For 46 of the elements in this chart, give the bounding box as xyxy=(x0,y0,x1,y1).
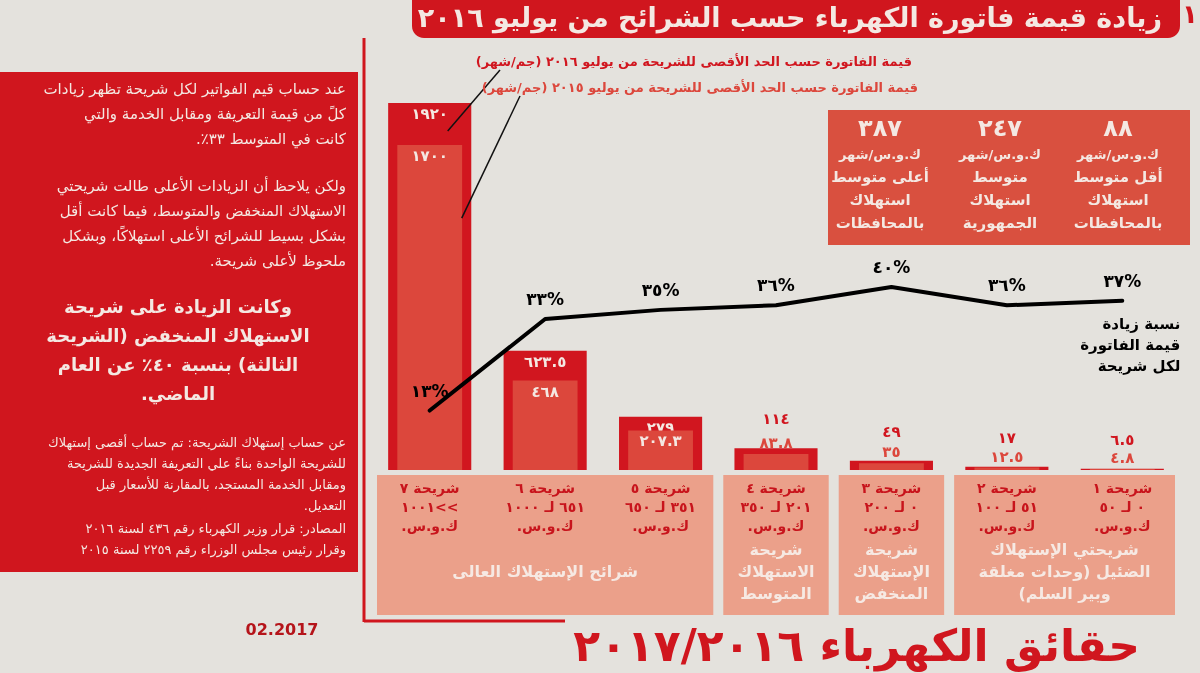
x-tick-label: شريحة ٦ ٦٥١ لـ ١٠٠٠ ك.و.س. xyxy=(505,480,585,535)
x-tick-label: شريحة ٢ ٥١ لـ ١٠٠ ك.و.س. xyxy=(975,480,1039,535)
data-label: ١٩٢٠ xyxy=(411,105,449,123)
data-label: ٣٦% xyxy=(987,275,1026,296)
chart-title: زيادة قيمة فاتورة الكهرباء حسب الشرائح من يوليو ٢٠١٦ xyxy=(417,2,1162,34)
x-tick-label: شريحة ٣ ٠ لـ ٢٠٠ ك.و.س. xyxy=(861,480,922,535)
text: شريحة الإستهلاك المنخفض xyxy=(852,540,930,603)
text: شرائح الإستهلاك العالى xyxy=(452,562,638,581)
data-label: ٨٣.٨ xyxy=(759,433,793,452)
data-label: ٣٥% xyxy=(641,279,680,300)
text: المصادر: قرار وزير الكهرباء رقم ٤٣٦ لسنة ٢٠١٦ وقرار رئيس مجلس الوزراء رقم ٢٢٥٩ لسنة ٢٠١٥ xyxy=(80,521,346,558)
data-label: ٣٦% xyxy=(757,275,795,296)
data-label: ٤٩ xyxy=(882,422,901,441)
data-label: ١٢.٥ xyxy=(990,447,1024,466)
data-label: ١٧ xyxy=(997,428,1017,447)
text: عند حساب قيم الفواتير لكل شريحة تظهر زيادات كلً من قيمة التعريفة ومقابل الخدمة والتي كانت في المتوسط ٣٣٪. xyxy=(43,80,347,149)
data-label: ٦.٥ xyxy=(1110,430,1135,449)
text: قيمة الفاتورة حسب الحد الأقصى للشريحة من يوليو ٢٠١٥ (جم/شهر) xyxy=(481,79,918,95)
series-label: نسبة زيادة قيمة الفاتورة لكل شريحة xyxy=(1080,314,1181,375)
data-label: ١٣% xyxy=(410,380,449,401)
data-label: ٤٦٨ xyxy=(531,382,559,401)
data-label: ٤.٨ xyxy=(1110,449,1135,468)
text: 02.2017 xyxy=(245,620,319,639)
data-label: ١٧٠٠ xyxy=(411,147,449,166)
annotation: ٨٨ ك.و.س/شهر أقل متوسط استهلاك بالمحافظات xyxy=(1073,114,1163,232)
text: حقائق الكهرباء ٢٠١٧/٢٠١٦ xyxy=(573,620,1140,672)
data-label: ٦٢٣.٥ xyxy=(523,352,567,371)
text: ١ xyxy=(1182,0,1198,29)
data-label: ٣٧% xyxy=(1103,270,1142,291)
data-label: ٢٠٧.٣ xyxy=(639,432,682,451)
text: وكانت الزيادة على شريحة الاستهلاك المنخفض (الشريحة الثالثة) بنسبة ٤٠٪ عن العام الماضي. xyxy=(46,296,310,405)
data-label: ٤٠% xyxy=(872,257,911,277)
text: ولكن يلاحظ أن الزيادات الأعلى طالت شريحتي الاستهلاك المنخفض والمتوسط، فيما كانت أقل بشكل بسيط للشرائح الأعلى استهلاكًا، وبشكل ملحوظ لأعلى شريحة. xyxy=(56,176,346,270)
data-label: ١١٤ xyxy=(762,410,790,429)
data-label: ٣٣% xyxy=(526,289,565,310)
text: شريحتي الإستهلاك الضئيل (وحدات مغلقة وبير السلم) xyxy=(978,540,1151,603)
text: عن حساب إستهلاك الشريحة: تم حساب أقصى إستهلاك للشريحة الواحدة بناءً علي التعريفة الجديدة للشريحة ومقابل الخدمة المستجد، بالمقارنة للأسعار قبل التعديل. xyxy=(48,434,346,513)
x-tick-label: شريحة ١ ٠ لـ ٥٠ ك.و.س. xyxy=(1092,480,1153,535)
text: شريحة الاستهلاك المتوسط xyxy=(737,540,815,603)
annotation: ٣٨٧ ك.و.س/شهر أعلى متوسط استهلاك بالمحافظات xyxy=(831,114,929,232)
x-tick-label: شريحة ٥ ٣٥١ لـ ٦٥٠ ك.و.س. xyxy=(625,480,697,535)
x-tick-label: شريحة ٧ >>١٠٠١ ك.و.س. xyxy=(399,480,460,535)
data-label: ٣٥ xyxy=(882,443,901,462)
annotation: ٢٤٧ ك.و.س/شهر متوسط استهلاك الجمهورية xyxy=(957,114,1042,232)
text: قيمة الفاتورة حسب الحد الأقصى للشريحة من يوليو ٢٠١٦ (جم/شهر) xyxy=(475,53,912,69)
x-tick-label: شريحة ٤ ٢٠١ لـ ٣٥٠ ك.و.س. xyxy=(740,480,812,535)
